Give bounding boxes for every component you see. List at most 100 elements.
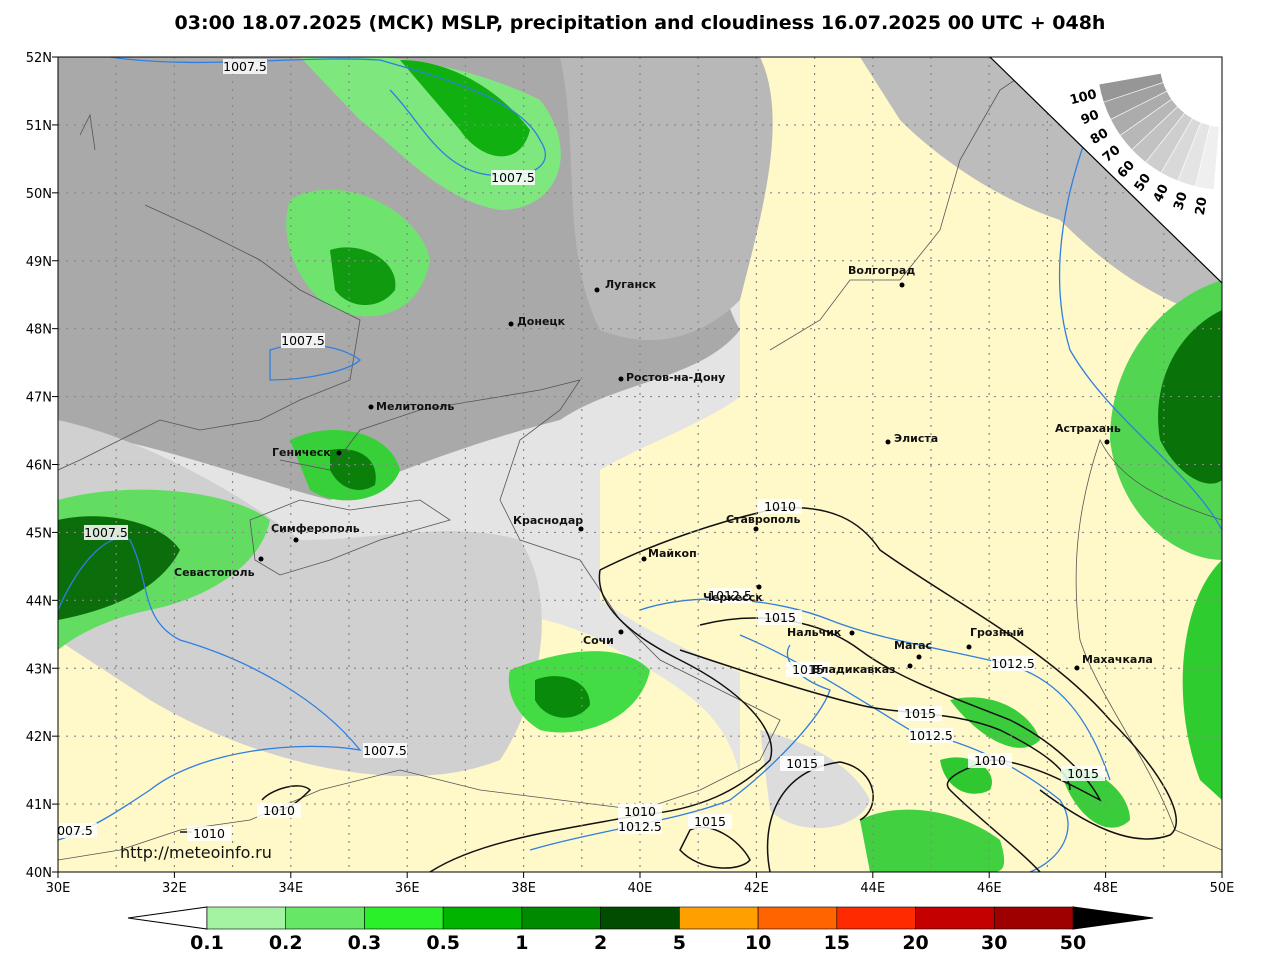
legend-max: [1072, 906, 1154, 930]
isobar-label-bg: [84, 525, 128, 540]
city-label: Астрахань: [1055, 422, 1121, 435]
isobar-label: 1012.5: [618, 819, 662, 834]
city-label: Владикавказ: [812, 663, 896, 676]
cloud-label: 20: [1193, 196, 1211, 216]
lat-label: 46N: [26, 459, 52, 474]
isobar-label: 1015: [694, 814, 726, 829]
city-dot: [618, 376, 624, 382]
city-label: Симферополь: [271, 522, 360, 535]
legend-label: 20: [902, 932, 928, 954]
isobar-label: 1007.5: [223, 59, 267, 74]
city-label: Мелитополь: [376, 400, 454, 413]
city-dot: [966, 644, 972, 650]
isobar-label: 1007.5: [281, 333, 325, 348]
lat-label: 45N: [26, 526, 52, 541]
isobar-label-bg: [618, 819, 662, 834]
isobar-label-bg: [898, 706, 942, 721]
lat-label: 43N: [26, 662, 52, 677]
city-label: Элиста: [894, 432, 938, 445]
city-dot: [899, 282, 905, 288]
isobar-label-bg: [363, 743, 407, 758]
city-label: Волгоград: [848, 264, 915, 277]
lon-label: 48E: [1093, 881, 1118, 896]
city-label: Махачкала: [1082, 653, 1153, 666]
isobar-label: 1010: [764, 499, 796, 514]
city-dot: [293, 537, 299, 543]
lon-label: 42E: [744, 881, 769, 896]
isobar-label-bg: [786, 662, 830, 677]
isobar-label: 1015: [792, 662, 824, 677]
city-label: Геническ: [272, 446, 331, 459]
axes: 52N51N50N49N48N47N46N45N44N43N42N41N40N3…: [26, 51, 1235, 896]
isobar-label: 1015: [904, 706, 936, 721]
cloud-wedge: [1195, 124, 1220, 190]
city-dot: [907, 663, 913, 669]
isobar-label: 1015: [786, 756, 818, 771]
isobar-label: 007.5: [57, 823, 93, 838]
city-dot: [618, 629, 624, 635]
isobar-label: 1010: [624, 804, 656, 819]
legend-box: [993, 906, 1074, 930]
legend-label: 0.1: [190, 932, 224, 954]
isobar-label-bg: [257, 803, 301, 818]
lat-label: 47N: [26, 391, 52, 406]
legend-box: [206, 906, 287, 930]
isobar-labels: 1007.51007.51007.51007.51007.5007.510101…: [57, 59, 1105, 841]
isobar-label-bg: [708, 588, 752, 603]
cloud-label: 30: [1171, 190, 1191, 212]
isobar-label: 1007.5: [363, 743, 407, 758]
city-dot: [1074, 665, 1080, 671]
city-dot: [336, 450, 342, 456]
legend-box: [600, 906, 680, 930]
isobar-label: 1007.5: [84, 525, 128, 540]
legend-label: 0.5: [426, 932, 460, 954]
city-label: Черкесск: [703, 591, 763, 604]
legend-box: [757, 906, 838, 930]
cloud-label: 100: [1068, 87, 1098, 108]
graticule: [58, 57, 1222, 872]
precip-legend: 0.1 0.2 0.3 0.5 1 2 5 10 15 20 30 50: [127, 906, 1154, 954]
lon-label: 46E: [977, 881, 1002, 896]
legend-box: [364, 906, 444, 930]
city-label: Ставрополь: [726, 513, 800, 526]
city-label: Луганск: [605, 278, 657, 291]
lat-label: 42N: [26, 730, 52, 745]
isobar-label-bg: [909, 728, 953, 743]
isobar-label: 1012.5: [909, 728, 953, 743]
lat-label: 51N: [26, 119, 52, 134]
city-dot: [578, 526, 584, 532]
isobar-label-bg: [758, 610, 802, 625]
lon-label: 44E: [860, 881, 885, 896]
legend-box: [521, 906, 601, 930]
legend-label: 1: [515, 932, 528, 954]
lon-label: 38E: [511, 881, 536, 896]
isobar-label: 1010: [193, 826, 225, 841]
city-label: Ростов-на-Дону: [626, 371, 725, 384]
legend-label: 30: [981, 932, 1007, 954]
legend-box: [836, 906, 916, 930]
cloud-label: 90: [1079, 107, 1101, 128]
city-label: Севастополь: [174, 566, 255, 579]
isobar-label: 1010: [974, 753, 1006, 768]
city-label: Нальчик: [787, 626, 842, 639]
lat-label: 41N: [26, 798, 52, 813]
isobar-label: 1010: [263, 803, 295, 818]
city-label: Майкоп: [648, 547, 697, 560]
lat-label: 48N: [26, 323, 52, 338]
lon-label: 40E: [628, 881, 653, 896]
city-dot: [508, 321, 514, 327]
legend-box: [285, 906, 365, 930]
map-field: 1007.51007.51007.51007.51007.5007.510101…: [57, 57, 1222, 872]
city-dot: [916, 654, 922, 660]
city-dot: [258, 556, 264, 562]
isobar-label: 1015: [1067, 766, 1099, 781]
lon-label: 34E: [278, 881, 303, 896]
isobar-label: 1012.5: [708, 588, 752, 603]
city-dot: [849, 630, 855, 636]
isobar-label-bg: [223, 59, 267, 74]
isobar-label-bg: [187, 826, 231, 841]
city-dot: [594, 287, 600, 293]
isobar-label-bg: [968, 753, 1012, 768]
legend-label: 2: [594, 932, 607, 954]
isobar-label: 1007.5: [491, 170, 535, 185]
